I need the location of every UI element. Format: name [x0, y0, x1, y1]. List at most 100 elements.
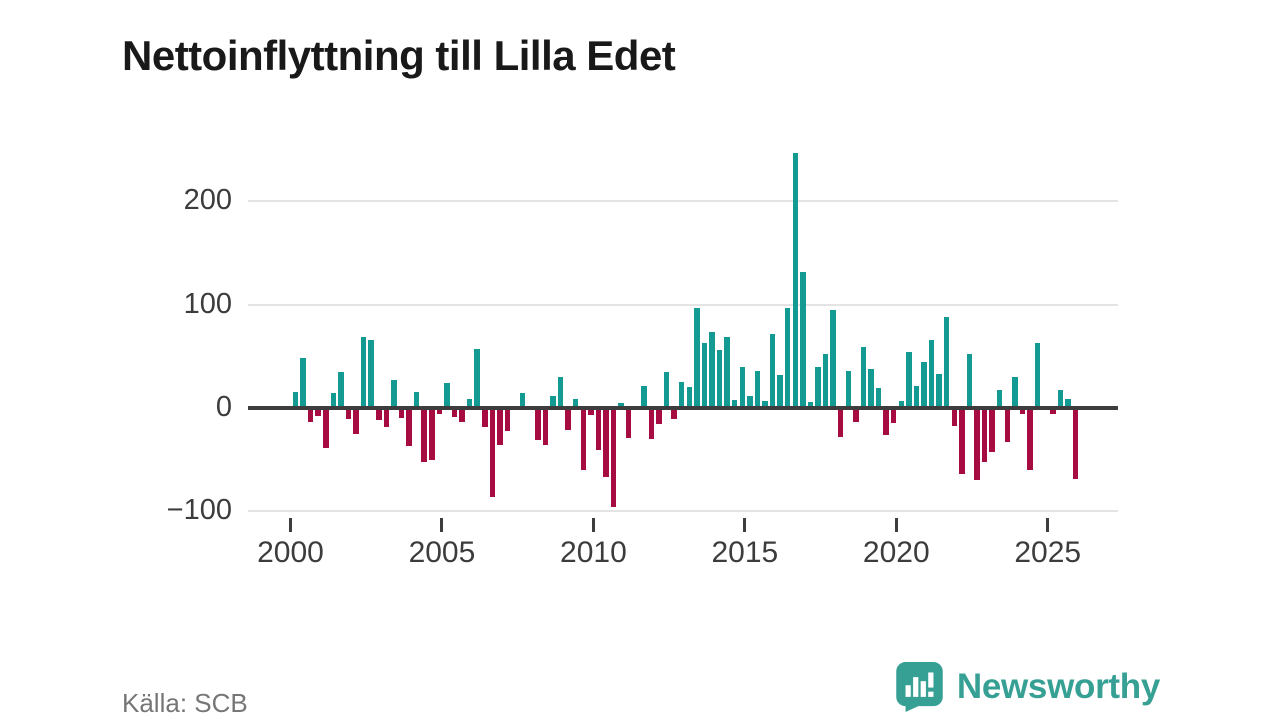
bar-quarter-2011q3	[641, 386, 647, 406]
bar-quarter-2014q3	[731, 399, 738, 406]
bar-quarter-2014q1	[716, 350, 723, 406]
bar-quarter-2015q1	[747, 395, 753, 406]
bar-quarter-2023q4	[1012, 377, 1018, 406]
bar-quarter-2010q1	[595, 410, 602, 451]
bar-quarter-2006q4	[497, 410, 503, 446]
x-axis-tick	[289, 518, 292, 532]
y-gridline	[248, 200, 1118, 203]
bar-quarter-2003q1	[383, 410, 390, 427]
bar-quarter-2010q3	[610, 410, 617, 508]
bar-quarter-2001q2	[330, 392, 337, 406]
bar-quarter-2008q3	[550, 395, 556, 406]
x-axis-tick	[743, 518, 747, 532]
y-axis-tick-label: 100	[183, 287, 232, 320]
bar-quarter-2010q2	[603, 410, 609, 478]
bar-quarter-2017q4	[830, 309, 836, 406]
bar-quarter-2017q2	[815, 366, 821, 406]
bar-quarter-2003q2	[391, 380, 397, 406]
bar-quarter-2004q1	[413, 391, 420, 406]
bar-quarter-2009q2	[572, 398, 579, 406]
bar-quarter-2005q3	[459, 410, 465, 423]
bar-quarter-2024q3	[1034, 342, 1041, 406]
bar-quarter-2012q1	[656, 410, 662, 425]
bar-quarter-2019q4	[890, 410, 897, 424]
bar-quarter-2009q4	[588, 410, 594, 416]
x-axis-tick-label: 2020	[862, 536, 930, 569]
bar-quarter-2021q3	[943, 317, 950, 406]
bar-quarter-2000q2	[300, 358, 306, 406]
bar-quarter-2012q4	[678, 382, 685, 406]
bar-quarter-2019q2	[875, 388, 882, 406]
bar-quarter-2009q1	[565, 410, 571, 430]
bar-quarter-2001q1	[323, 410, 329, 449]
bar-quarter-2002q2	[360, 336, 367, 406]
bar-quarter-2007q1	[504, 410, 511, 431]
bar-quarter-2021q2	[936, 373, 942, 406]
x-axis-tick-label: 2005	[408, 536, 476, 569]
bar-quarter-2004q3	[429, 410, 435, 460]
bar-quarter-2023q2	[996, 390, 1003, 406]
bar-quarter-2023q1	[989, 410, 995, 453]
bar-quarter-2015q3	[762, 400, 768, 406]
bar-quarter-2000q3	[307, 410, 314, 423]
x-axis-tick-label: 2015	[711, 536, 779, 569]
source-label: Källa: SCB	[122, 688, 248, 718]
bar-quarter-2005q1	[444, 383, 450, 406]
y-axis-tick-label: 200	[183, 184, 232, 217]
bar-quarter-2005q2	[451, 410, 458, 418]
x-axis-tick	[591, 518, 595, 532]
bar-quarter-2020q4	[921, 361, 927, 406]
bar-quarter-2024q2	[1027, 410, 1033, 470]
bar-quarter-2020q2	[906, 352, 912, 406]
bar-quarter-2018q1	[837, 410, 844, 437]
bar-quarter-2002q4	[376, 410, 382, 421]
bar-quarter-2014q2	[724, 336, 730, 406]
newsworthy-logo-text: Newsworthy	[956, 667, 1160, 706]
bar-quarter-2004q4	[436, 410, 443, 415]
bar-quarter-2012q2	[663, 371, 670, 406]
bar-quarter-2006q2	[482, 410, 488, 427]
y-axis-tick-label: 0	[215, 391, 232, 423]
bar-quarter-2002q3	[368, 339, 374, 406]
zero-axis-line	[248, 406, 1118, 410]
bar-quarter-2013q3	[701, 342, 708, 406]
bar-quarter-2019q1	[868, 368, 874, 406]
bar-quarter-2025q1	[1050, 410, 1056, 415]
bar-quarter-2025q3	[1065, 398, 1071, 406]
x-axis-tick	[440, 518, 444, 532]
y-gridline	[248, 510, 1118, 513]
bar-quarter-2017q1	[807, 401, 814, 406]
bar-quarter-2016q4	[800, 271, 806, 406]
bar-quarter-2011q4	[648, 410, 655, 439]
bar-quarter-2018q4	[860, 347, 867, 406]
bar-quarter-2008q2	[542, 410, 549, 446]
bar-quarter-2003q3	[398, 410, 405, 419]
bar-quarter-2003q4	[406, 410, 412, 447]
bar-quarter-2022q3	[974, 410, 980, 481]
bar-quarter-2005q4	[466, 398, 473, 406]
bar-quarter-2023q3	[1004, 410, 1011, 443]
bar-quarter-2013q1	[686, 387, 693, 406]
bar-quarter-2006q1	[474, 349, 480, 406]
bar-quarter-2000q1	[292, 391, 299, 406]
bar-quarter-2018q3	[853, 410, 859, 423]
chart-title: Nettoinflyttning till Lilla Edet	[122, 32, 676, 80]
bar-quarter-2013q4	[709, 331, 715, 406]
bar-quarter-2025q2	[1057, 390, 1064, 406]
bar-quarter-2009q3	[580, 410, 586, 470]
bar-quarter-2008q4	[557, 377, 564, 406]
y-axis-tick-label: −100	[166, 494, 232, 527]
bar-quarter-2020q1	[898, 400, 905, 406]
bar-quarter-2020q3	[913, 386, 920, 406]
bar-quarter-2016q3	[792, 152, 799, 406]
bar-quarter-2010q4	[618, 402, 624, 406]
x-axis-tick-label: 2025	[1014, 536, 1082, 569]
bar-quarter-2021q4	[951, 410, 958, 426]
bar-quarter-2025q4	[1072, 410, 1079, 480]
bar-quarter-2001q3	[338, 371, 344, 406]
y-gridline	[248, 303, 1118, 306]
bar-quarter-2022q1	[959, 410, 965, 475]
bar-quarter-2016q1	[777, 374, 783, 406]
bar-quarter-2008q1	[535, 410, 541, 440]
